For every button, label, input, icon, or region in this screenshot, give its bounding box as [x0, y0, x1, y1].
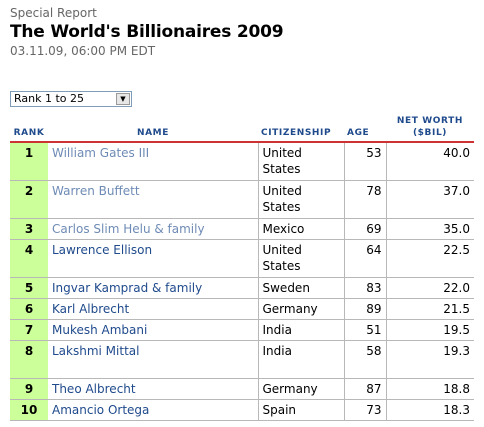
chevron-down-icon[interactable]: ▼ — [116, 93, 130, 105]
net-worth-cell: 19.5 — [385, 319, 474, 341]
table-row: 7 Mukesh Ambani India 51 19.5 — [10, 319, 474, 341]
citizenship-cell: Sweden — [257, 277, 344, 299]
rank-column-header[interactable]: RANK — [10, 115, 48, 143]
rank-cell: 3 — [10, 218, 48, 240]
citizenship-cell: India — [257, 319, 344, 341]
person-name-link[interactable]: William Gates III — [48, 142, 258, 181]
person-name-link[interactable]: Ingvar Kamprad & family — [48, 277, 258, 299]
net-worth-cell: 40.0 — [385, 142, 474, 181]
citizenship-cell: United States — [257, 180, 344, 219]
net-worth-cell: 19.3 — [385, 340, 474, 379]
age-cell: 53 — [343, 142, 386, 181]
person-name-link[interactable]: Karl Albrecht — [48, 298, 258, 320]
person-name-link[interactable]: Theo Albrecht — [48, 378, 258, 400]
person-name-link[interactable]: Lawrence Ellison — [48, 239, 258, 278]
table-row: 8 Lakshmi Mittal India 58 19.3 — [10, 340, 474, 379]
age-cell: 87 — [343, 378, 386, 400]
rank-cell: 8 — [10, 340, 48, 379]
table-row: 4 Lawrence Ellison United States 64 22.5 — [10, 239, 474, 278]
report-kicker: Special Report — [10, 6, 97, 20]
rank-cell: 9 — [10, 378, 48, 400]
table-row: 3 Carlos Slim Helu & family Mexico 69 35… — [10, 218, 474, 240]
net-worth-cell: 35.0 — [385, 218, 474, 240]
rank-cell: 10 — [10, 399, 48, 421]
net-worth-column-header[interactable]: NET WORTH ($BIL) — [386, 115, 474, 143]
person-name-link[interactable]: Mukesh Ambani — [48, 319, 258, 341]
age-cell: 78 — [343, 180, 386, 219]
citizenship-cell: Spain — [257, 399, 344, 421]
age-cell: 73 — [343, 399, 386, 421]
net-worth-cell: 18.3 — [385, 399, 474, 421]
rank-cell: 4 — [10, 239, 48, 278]
net-worth-cell: 22.0 — [385, 277, 474, 299]
name-column-header[interactable]: NAME — [48, 115, 258, 143]
age-cell: 58 — [343, 340, 386, 379]
rank-cell: 2 — [10, 180, 48, 219]
citizenship-cell: Germany — [257, 298, 344, 320]
rank-cell: 1 — [10, 142, 48, 181]
person-name-link[interactable]: Carlos Slim Helu & family — [48, 218, 258, 240]
table-row: 2 Warren Buffett United States 78 37.0 — [10, 180, 474, 219]
net-worth-cell: 21.5 — [385, 298, 474, 320]
table-header-row: RANK NAME CITIZENSHIP AGE NET WORTH ($BI… — [10, 115, 474, 143]
net-worth-cell: 37.0 — [385, 180, 474, 219]
citizenship-column-header[interactable]: CITIZENSHIP — [258, 115, 344, 143]
age-cell: 83 — [343, 277, 386, 299]
citizenship-cell: Germany — [257, 378, 344, 400]
citizenship-cell: Mexico — [257, 218, 344, 240]
person-name-link[interactable]: Warren Buffett — [48, 180, 258, 219]
timestamp: 03.11.09, 06:00 PM EDT — [10, 44, 156, 58]
net-worth-cell: 22.5 — [385, 239, 474, 278]
table-row: 6 Karl Albrecht Germany 89 21.5 — [10, 298, 474, 320]
net-worth-cell: 18.8 — [385, 378, 474, 400]
table-row: 5 Ingvar Kamprad & family Sweden 83 22.0 — [10, 277, 474, 299]
age-cell: 69 — [343, 218, 386, 240]
age-column-header[interactable]: AGE — [344, 115, 386, 143]
net-worth-header-line1: NET WORTH — [396, 116, 464, 126]
net-worth-header-line2: ($BIL) — [412, 128, 448, 138]
rank-cell: 7 — [10, 319, 48, 341]
person-name-link[interactable]: Lakshmi Mittal — [48, 340, 258, 379]
citizenship-cell: United States — [257, 239, 344, 278]
age-cell: 89 — [343, 298, 386, 320]
age-cell: 64 — [343, 239, 386, 278]
billionaires-table: RANK NAME CITIZENSHIP AGE NET WORTH ($BI… — [10, 115, 474, 421]
rank-cell: 6 — [10, 298, 48, 320]
table-row: 10 Amancio Ortega Spain 73 18.3 — [10, 399, 474, 421]
rank-range-value: Rank 1 to 25 — [14, 92, 85, 105]
page-title: The World's Billionaires 2009 — [10, 22, 284, 42]
age-cell: 51 — [343, 319, 386, 341]
person-name-link[interactable]: Amancio Ortega — [48, 399, 258, 421]
rank-range-select[interactable]: Rank 1 to 25 ▼ — [10, 91, 132, 107]
table-row: 1 William Gates III United States 53 40.… — [10, 142, 474, 181]
rank-cell: 5 — [10, 277, 48, 299]
table-row: 9 Theo Albrecht Germany 87 18.8 — [10, 378, 474, 400]
citizenship-cell: India — [257, 340, 344, 379]
citizenship-cell: United States — [257, 142, 344, 181]
